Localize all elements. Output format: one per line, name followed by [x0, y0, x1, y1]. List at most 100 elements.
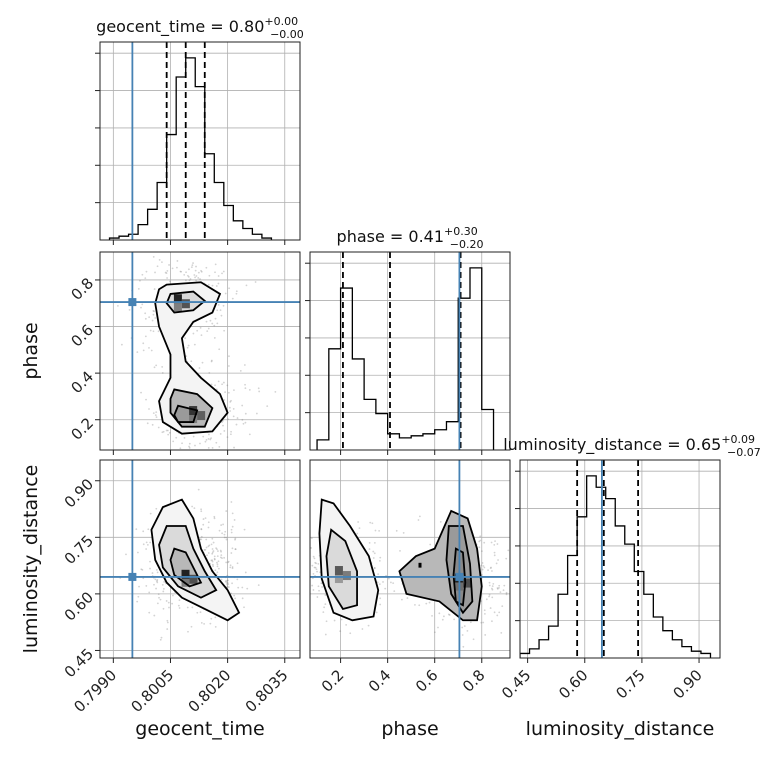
sample-point [219, 433, 222, 435]
title-geocent_time: geocent_time = 0.80+0.00 −0.00 [96, 15, 304, 41]
sample-point [212, 565, 215, 568]
sample-point [214, 384, 216, 387]
sample-point [401, 598, 403, 601]
sample-point [144, 277, 147, 280]
sample-point [399, 550, 401, 552]
sample-point [148, 316, 151, 319]
sample-point [236, 578, 239, 581]
sample-point [203, 475, 205, 477]
sample-point [151, 423, 154, 426]
sample-point [155, 411, 158, 414]
sample-point [234, 548, 237, 551]
sample-point [207, 446, 210, 449]
x-tick-label: 0.6 [412, 666, 442, 696]
density-core-cell [334, 575, 343, 584]
contour-line [325, 528, 358, 611]
sample-point [213, 558, 216, 561]
sample-point [152, 313, 155, 316]
sample-point [217, 550, 219, 552]
sample-point [191, 505, 194, 508]
sample-point [498, 584, 501, 587]
sample-point [204, 548, 207, 551]
sample-point [189, 278, 192, 280]
y-tick-label: 0.2 [67, 414, 97, 444]
sample-point [188, 279, 191, 282]
sample-point [517, 601, 519, 603]
sample-point [161, 372, 164, 374]
x-tick-label: 0.45 [498, 666, 534, 702]
sample-point [214, 317, 217, 320]
sample-point [224, 292, 227, 295]
sample-point [145, 398, 147, 401]
sample-point [482, 565, 485, 567]
sample-point [232, 415, 235, 418]
sample-point [156, 581, 159, 584]
sample-point [345, 623, 348, 626]
x-tick-label: 0.75 [612, 666, 648, 702]
sample-point [254, 281, 257, 283]
sample-point [217, 275, 220, 277]
sample-point [437, 626, 439, 629]
sample-point [382, 581, 384, 583]
sample-point [167, 601, 170, 604]
contour-line [445, 525, 474, 615]
sample-point [137, 287, 140, 290]
sample-point [491, 570, 493, 572]
sample-point [146, 543, 149, 546]
panel-frame [519, 459, 721, 659]
sample-point [199, 326, 202, 329]
histogram-geocent_time [108, 57, 273, 240]
sample-point [226, 585, 229, 588]
sample-point [232, 407, 235, 410]
sample-point [453, 618, 456, 621]
sample-point [246, 587, 249, 590]
panel-frame [99, 459, 301, 659]
panel-frame [99, 41, 301, 241]
sample-point [498, 586, 500, 589]
sample-point [216, 548, 218, 551]
sample-point [208, 544, 211, 547]
sample-point [258, 390, 261, 393]
sample-point [228, 287, 231, 290]
sample-point [496, 614, 499, 617]
sample-point [204, 440, 207, 443]
sample-point [489, 567, 492, 570]
sample-point [137, 595, 140, 598]
sample-point [157, 330, 160, 333]
sample-point [487, 569, 489, 571]
sample-point [227, 560, 230, 563]
sample-point [235, 423, 238, 426]
sample-point [159, 638, 162, 641]
density-core-cell [334, 566, 343, 576]
sample-point [213, 555, 216, 558]
sample-point [186, 346, 189, 349]
sample-point [197, 488, 200, 491]
sample-point [172, 440, 175, 443]
sample-point [212, 550, 215, 552]
sample-point [194, 444, 196, 447]
sample-point [218, 348, 221, 351]
sample-point [168, 280, 171, 283]
sample-point [241, 597, 244, 600]
sample-point [216, 565, 219, 568]
sample-point [222, 471, 224, 473]
x-tick-label: 0.8035 [242, 666, 292, 716]
sample-point [255, 412, 258, 415]
sample-point [510, 580, 512, 582]
contour-line [452, 547, 467, 607]
sample-point [441, 618, 444, 621]
sample-point [205, 438, 208, 441]
sample-point [161, 431, 164, 434]
contour-line [154, 281, 229, 435]
sample-point [200, 528, 203, 531]
y-tick-label: 0.75 [61, 532, 97, 568]
sample-point [209, 622, 212, 625]
sample-point [200, 528, 203, 530]
sample-point [210, 559, 213, 562]
sample-point [322, 611, 325, 614]
sample-point [418, 604, 421, 607]
sample-point [211, 552, 214, 555]
sample-point [220, 554, 223, 557]
sample-point [207, 455, 209, 457]
y-tick-label: 0.60 [61, 588, 97, 624]
